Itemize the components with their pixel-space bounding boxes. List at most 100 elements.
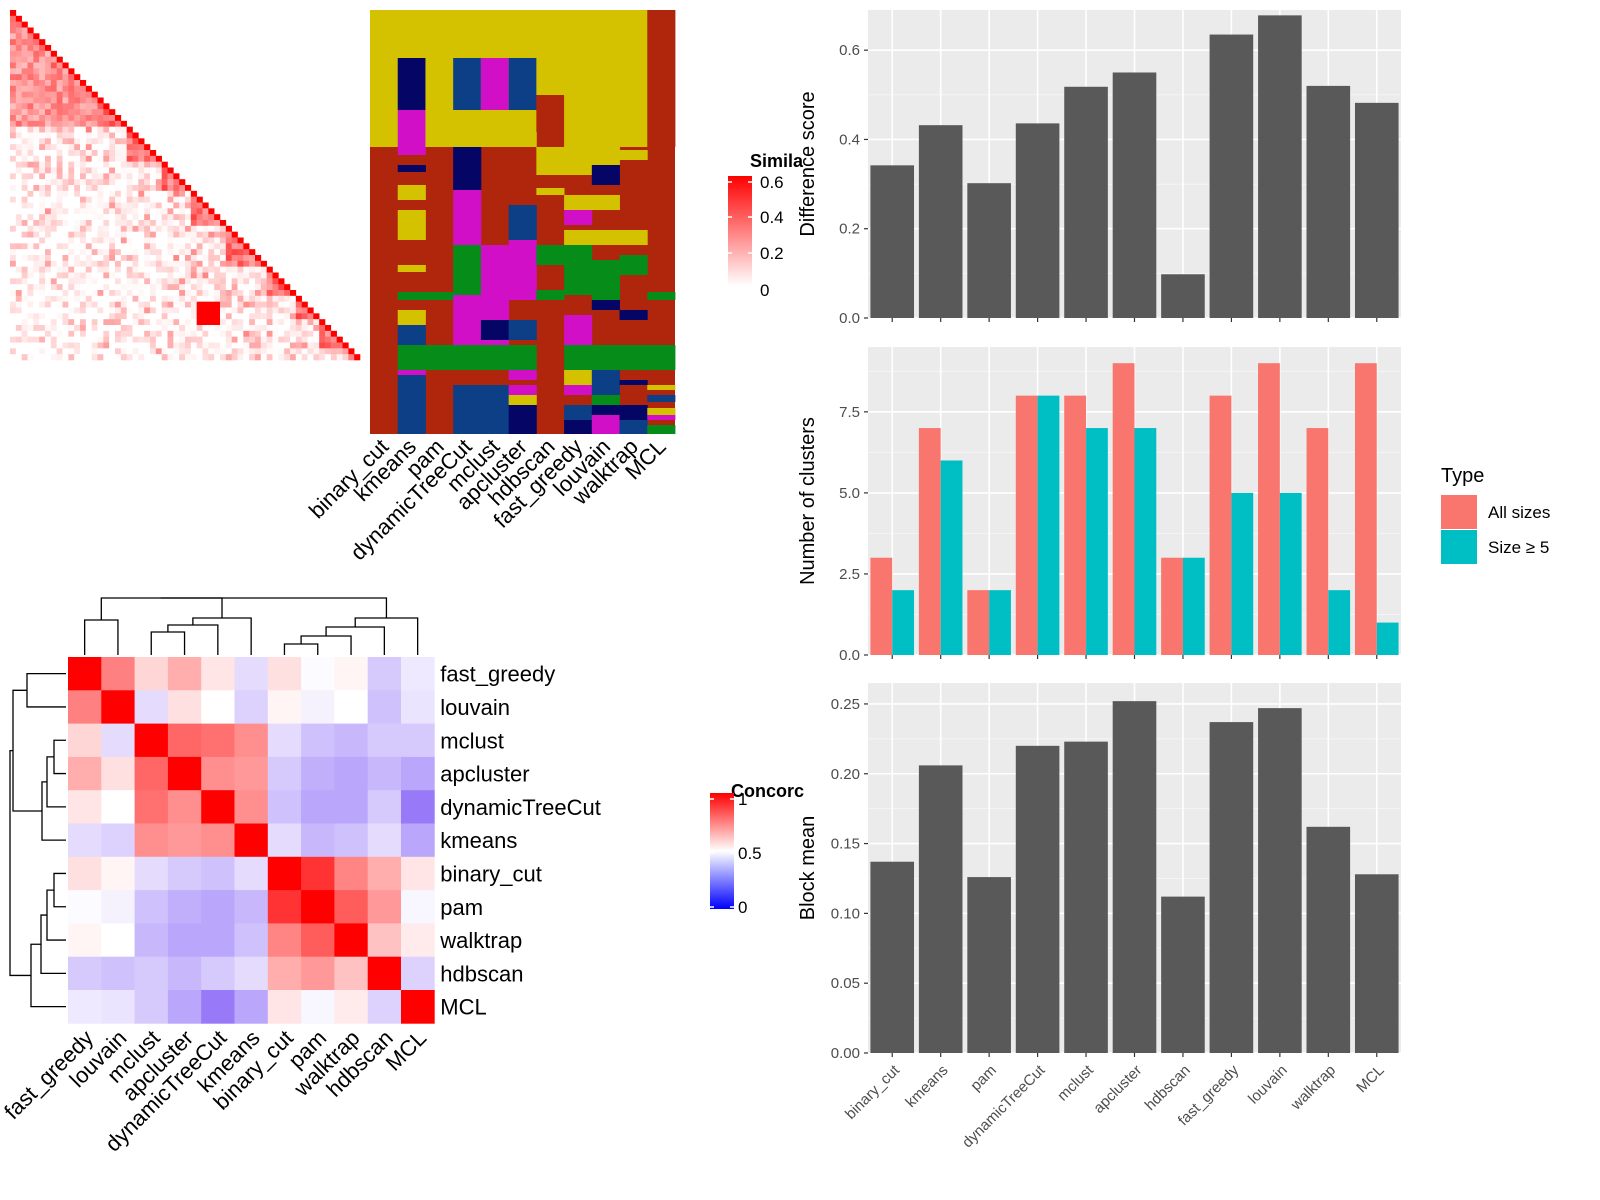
similarity-cell	[50, 225, 57, 232]
similarity-cell	[80, 278, 87, 285]
similarity-cell	[85, 103, 92, 110]
similarity-cell	[85, 220, 92, 227]
similarity-cell	[307, 330, 314, 337]
similarity-cell	[132, 144, 139, 151]
similarity-cell	[45, 138, 52, 145]
similarity-cell	[231, 284, 238, 291]
similarity-cell	[103, 260, 110, 267]
cluster-segment-apcluster	[508, 385, 537, 395]
similarity-cell	[74, 115, 81, 122]
concordance-cell	[367, 990, 402, 1024]
similarity-cell	[138, 220, 145, 227]
similarity-cell	[126, 336, 133, 343]
similarity-cell	[109, 179, 116, 186]
similarity-cell	[91, 91, 98, 98]
similarity-cell	[325, 342, 332, 349]
similarity-cell	[39, 237, 46, 244]
similarity-cell	[202, 354, 209, 361]
similarity-cell	[144, 290, 151, 297]
concordance-cell	[201, 823, 235, 858]
similarity-cell	[91, 214, 98, 221]
similarity-cell	[161, 237, 168, 244]
similarity-cell	[290, 342, 297, 349]
similarity-cell	[97, 120, 104, 127]
concordance-cell	[201, 890, 235, 924]
similarity-cell	[202, 295, 209, 302]
similarity-cell	[68, 161, 75, 168]
similarity-cell	[68, 272, 75, 279]
similarity-cell	[39, 120, 46, 127]
similarity-cell	[161, 313, 168, 320]
similarity-cell	[109, 325, 116, 332]
similarity-cell	[138, 161, 145, 168]
concordance-cell	[101, 990, 135, 1024]
similarity-cell	[62, 167, 69, 174]
similarity-cell	[68, 91, 75, 98]
similarity-cell	[15, 208, 22, 215]
similarity-cell	[97, 214, 104, 221]
similarity-cell	[91, 231, 98, 238]
similarity-cell	[27, 80, 34, 87]
cluster-segment-louvain	[591, 405, 620, 415]
similarity-cell	[74, 132, 81, 139]
similarity-cell	[115, 255, 122, 262]
similarity-cell	[21, 167, 28, 174]
cluster-segment-kmeans	[397, 345, 426, 370]
similarity-cell	[97, 126, 104, 133]
similarity-cell	[10, 319, 17, 326]
similarity-cell	[15, 214, 22, 221]
similarity-cell	[173, 295, 180, 302]
similarity-cell	[255, 307, 262, 314]
similarity-cell	[39, 150, 46, 157]
similarity-cell	[27, 33, 34, 40]
similarity-cell	[27, 208, 34, 215]
similarity-cell	[208, 237, 215, 244]
similarity-cell	[167, 208, 174, 215]
similarity-cell	[266, 354, 273, 361]
similarity-cell	[214, 295, 221, 302]
similarity-cell	[62, 202, 69, 209]
similarity-cell	[56, 290, 63, 297]
concordance-cell	[234, 690, 269, 724]
similarity-cell	[126, 284, 133, 291]
similarity-cell	[161, 196, 168, 203]
concordance-cell	[267, 890, 302, 924]
similarity-cell	[91, 115, 98, 122]
similarity-cell	[173, 249, 180, 256]
similarity-cell	[15, 319, 22, 326]
similarity-cell	[161, 190, 168, 197]
similarity-cell	[21, 278, 28, 285]
concordance-cell	[201, 690, 235, 724]
concordance-cell	[234, 756, 269, 791]
similarity-cell	[161, 260, 168, 267]
similarity-cell	[190, 202, 197, 209]
similarity-cell	[68, 132, 75, 139]
concordance-cell	[134, 990, 169, 1024]
similarity-cell	[80, 284, 87, 291]
similarity-cell	[15, 103, 22, 110]
similarity-cell	[185, 196, 192, 203]
similarity-cell	[91, 255, 98, 262]
similarity-cell	[126, 202, 133, 209]
similarity-cell	[167, 173, 174, 180]
similarity-cell	[173, 185, 180, 192]
similarity-cell	[155, 260, 162, 267]
similarity-cell	[27, 266, 34, 273]
bar-hdbscan-size-ge5	[1182, 557, 1205, 655]
similarity-cell	[225, 272, 232, 279]
similarity-cell	[138, 266, 145, 273]
similarity-cell	[179, 272, 186, 279]
cluster-segment-walktrap	[619, 405, 648, 420]
y-tick-label: 0.25	[831, 696, 860, 713]
concordance-cell	[134, 890, 169, 924]
similarity-cell	[21, 68, 28, 75]
similarity-cell	[161, 295, 168, 302]
cluster-segment-kmeans	[397, 292, 426, 300]
similarity-cell	[260, 354, 267, 361]
similarity-cell	[10, 85, 17, 92]
similarity-cell	[50, 103, 57, 110]
dendrogram-branch	[12, 689, 42, 812]
similarity-cell	[185, 319, 192, 326]
similarity-cell	[185, 243, 192, 250]
similarity-cell	[103, 237, 110, 244]
